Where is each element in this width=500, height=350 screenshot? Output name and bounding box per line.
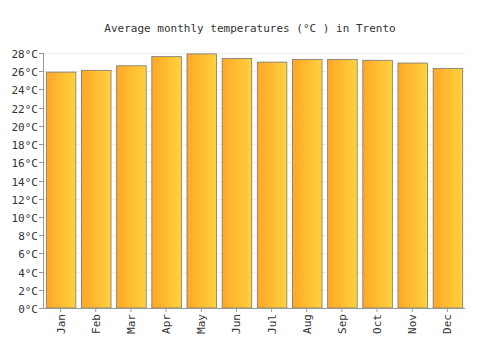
y-tick-label: 6°C bbox=[18, 248, 38, 261]
x-axis bbox=[43, 308, 465, 309]
bar bbox=[363, 60, 393, 308]
y-tick-label: 20°C bbox=[12, 121, 39, 134]
bar bbox=[222, 58, 252, 308]
x-tick bbox=[447, 308, 448, 312]
x-tick-label: Apr bbox=[160, 314, 173, 334]
y-tick-label: 4°C bbox=[18, 267, 38, 280]
x-tick bbox=[412, 308, 413, 312]
x-tick-label: Sep bbox=[336, 314, 349, 334]
y-tick-label: 28°C bbox=[12, 48, 39, 61]
bar bbox=[398, 63, 428, 308]
y-tick bbox=[39, 217, 43, 218]
grid-line bbox=[43, 53, 465, 54]
x-tick bbox=[201, 308, 202, 312]
x-tick-label: Mar bbox=[125, 314, 138, 334]
y-axis bbox=[43, 53, 44, 308]
y-tick bbox=[39, 308, 43, 309]
x-tick bbox=[236, 308, 237, 312]
y-tick-label: 14°C bbox=[12, 176, 39, 189]
y-tick-label: 16°C bbox=[12, 157, 39, 170]
y-tick bbox=[39, 272, 43, 273]
y-tick bbox=[39, 181, 43, 182]
y-tick bbox=[39, 144, 43, 145]
x-tick bbox=[341, 308, 342, 312]
x-tick bbox=[60, 308, 61, 312]
y-tick-label: 10°C bbox=[12, 212, 39, 225]
y-tick bbox=[39, 108, 43, 109]
y-tick bbox=[39, 253, 43, 254]
x-tick-label: Nov bbox=[406, 314, 419, 334]
x-tick-label: Aug bbox=[301, 314, 314, 334]
x-tick-label: Dec bbox=[441, 314, 454, 334]
y-tick bbox=[39, 199, 43, 200]
x-tick bbox=[130, 308, 131, 312]
bar bbox=[152, 57, 182, 308]
y-tick-label: 24°C bbox=[12, 84, 39, 97]
y-tick bbox=[39, 89, 43, 90]
grid-line bbox=[43, 308, 465, 309]
x-tick bbox=[377, 308, 378, 312]
bar bbox=[117, 66, 147, 308]
x-tick bbox=[306, 308, 307, 312]
y-tick bbox=[39, 162, 43, 163]
y-tick bbox=[39, 71, 43, 72]
x-tick bbox=[166, 308, 167, 312]
title: Average monthly temperatures (°C ) in Tr… bbox=[104, 22, 395, 35]
bar bbox=[46, 72, 76, 308]
bar bbox=[433, 68, 463, 308]
bar bbox=[187, 54, 217, 308]
y-tick-label: 2°C bbox=[18, 285, 38, 298]
x-tick-label: Jan bbox=[55, 314, 68, 334]
y-tick bbox=[39, 235, 43, 236]
x-tick bbox=[95, 308, 96, 312]
y-tick-label: 18°C bbox=[12, 139, 39, 152]
x-tick-label: Feb bbox=[90, 314, 103, 334]
y-tick bbox=[39, 53, 43, 54]
y-tick-label: 26°C bbox=[12, 66, 39, 79]
x-tick-label: Oct bbox=[371, 314, 384, 334]
y-tick-label: 8°C bbox=[18, 230, 38, 243]
x-tick-label: Jun bbox=[230, 314, 243, 334]
bar bbox=[257, 62, 287, 308]
x-tick-label: May bbox=[195, 314, 208, 334]
bar bbox=[81, 70, 111, 308]
y-tick-label: 22°C bbox=[12, 103, 39, 116]
y-tick bbox=[39, 126, 43, 127]
y-tick-label: 0°C bbox=[18, 303, 38, 316]
y-tick-label: 12°C bbox=[12, 194, 39, 207]
bar bbox=[292, 59, 322, 308]
x-tick bbox=[271, 308, 272, 312]
y-tick bbox=[39, 290, 43, 291]
x-tick-label: Jul bbox=[266, 314, 279, 334]
chart: Average monthly temperatures (°C ) in Tr… bbox=[0, 0, 500, 350]
bar bbox=[328, 59, 358, 308]
